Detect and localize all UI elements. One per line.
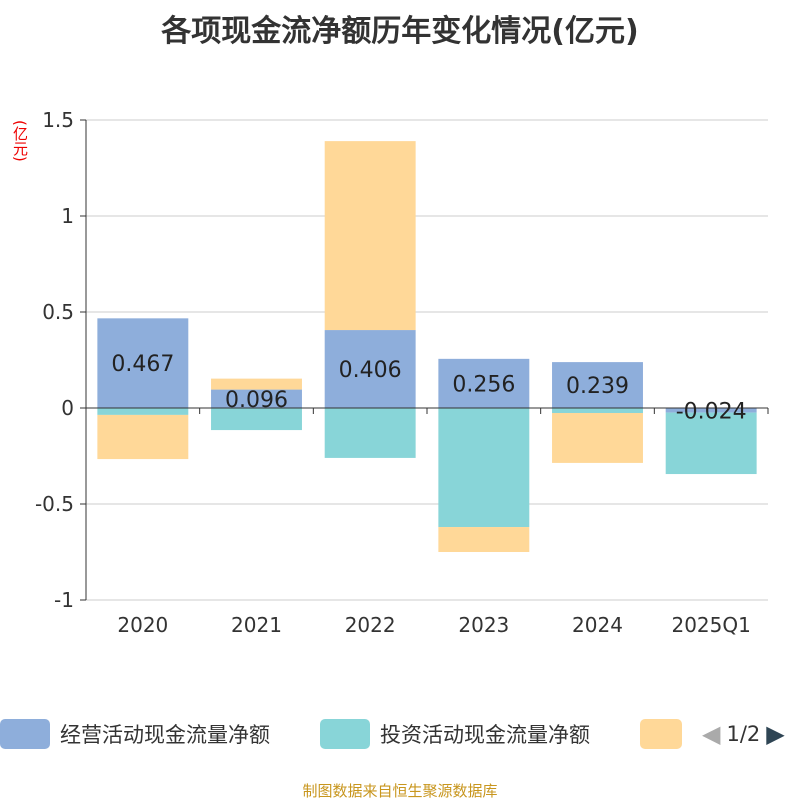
- legend-page-number: 1/2: [726, 722, 761, 746]
- data-source: 制图数据来自恒生聚源数据库: [302, 782, 498, 800]
- x-tick-label: 2021: [231, 613, 282, 637]
- chart-title: 各项现金流净额历年变化情况(亿元): [161, 14, 639, 49]
- bar-1-2023: [438, 408, 530, 528]
- bar-1-2022: [324, 408, 416, 458]
- bar-0-2021: [211, 389, 302, 408]
- legend-item-operating[interactable]: 经营活动现金流量净额: [0, 718, 270, 750]
- y-tick-label: -0.5: [35, 492, 74, 516]
- bar-0-2024: [552, 362, 643, 408]
- y-tick-label: 1: [61, 204, 74, 228]
- y-tick-label: -1: [54, 588, 74, 612]
- y-tick-label: 0.5: [42, 300, 74, 324]
- bar-1-2024: [552, 408, 643, 413]
- legend-swatch: [320, 719, 370, 749]
- bar-1-2021: [211, 408, 302, 431]
- bar-2-2022: [324, 141, 416, 331]
- legend-label: 经营活动现金流量净额: [60, 723, 270, 747]
- bar-0-2022: [324, 330, 416, 408]
- next-page-icon[interactable]: ▶: [766, 720, 785, 748]
- legend-swatch: [0, 719, 50, 749]
- legend-item-investing[interactable]: 投资活动现金流量净额: [320, 718, 590, 750]
- data-label: 0.406: [339, 358, 402, 383]
- legend-label: 投资活动现金流量净额: [380, 723, 590, 747]
- x-tick-label: 2020: [117, 613, 168, 637]
- data-label: -0.024: [676, 399, 747, 424]
- x-tick-label: 2025Q1: [671, 613, 750, 637]
- data-label: 0.096: [225, 388, 288, 413]
- bar-2-2021: [211, 378, 302, 390]
- data-label: 0.239: [566, 374, 629, 399]
- data-label: 0.256: [452, 372, 515, 397]
- bar-2-2023: [438, 527, 530, 552]
- legend-swatch: [640, 719, 682, 749]
- y-axis-unit: (亿元): [11, 120, 29, 162]
- x-tick-label: 2024: [572, 613, 623, 637]
- bar-0-2020: [97, 318, 189, 408]
- x-tick-label: 2023: [458, 613, 509, 637]
- bar-2-2024: [552, 412, 643, 463]
- prev-page-icon[interactable]: ◀: [702, 720, 721, 748]
- data-label: 0.467: [111, 352, 174, 377]
- legend-item-financing[interactable]: [640, 718, 692, 750]
- bar-0-2025Q1: [665, 408, 757, 413]
- y-tick-label: 0: [61, 396, 74, 420]
- bar-1-2025Q1: [665, 412, 757, 475]
- bar-1-2020: [97, 408, 189, 415]
- bar-2-2020: [97, 414, 189, 460]
- chart-plot: 1.5 1 0.5 0 -0.5 -1 2020 2021 2022 2023 2024 2025Q1…: [35, 108, 769, 637]
- y-tick-label: 1.5: [42, 108, 74, 132]
- bar-0-2023: [438, 358, 530, 408]
- legend-pager: ◀ 1/2 ▶: [702, 718, 785, 750]
- x-tick-label: 2022: [345, 613, 396, 637]
